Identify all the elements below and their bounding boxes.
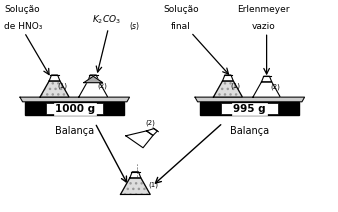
Text: Solução: Solução xyxy=(163,5,199,14)
Polygon shape xyxy=(20,97,129,102)
Bar xyxy=(25,102,124,116)
Text: 1000 g: 1000 g xyxy=(55,104,95,114)
Polygon shape xyxy=(49,75,60,81)
Polygon shape xyxy=(213,81,242,97)
Polygon shape xyxy=(262,76,272,82)
Polygon shape xyxy=(79,81,108,97)
Text: Balança: Balança xyxy=(230,126,269,136)
Text: Balança: Balança xyxy=(55,126,94,136)
Text: vazio: vazio xyxy=(251,22,275,31)
Bar xyxy=(200,102,299,116)
Text: final: final xyxy=(171,22,191,31)
Text: Solução: Solução xyxy=(4,5,40,14)
Text: $K_2CO_3$: $K_2CO_3$ xyxy=(92,13,121,26)
Text: (2): (2) xyxy=(270,84,280,90)
FancyBboxPatch shape xyxy=(46,103,103,114)
Polygon shape xyxy=(146,129,158,135)
Polygon shape xyxy=(88,75,99,81)
Polygon shape xyxy=(195,97,305,102)
Polygon shape xyxy=(222,75,233,81)
Text: de HNO₃: de HNO₃ xyxy=(4,22,43,31)
Polygon shape xyxy=(130,172,141,178)
Text: (1): (1) xyxy=(57,83,67,89)
Text: (2): (2) xyxy=(97,83,107,89)
Polygon shape xyxy=(84,76,103,83)
Text: $(s)$: $(s)$ xyxy=(128,20,140,32)
Text: (2): (2) xyxy=(145,120,155,126)
Polygon shape xyxy=(253,82,280,97)
Text: 1000 g: 1000 g xyxy=(55,104,95,114)
Text: 995 g: 995 g xyxy=(234,104,266,114)
Polygon shape xyxy=(126,131,153,148)
Polygon shape xyxy=(120,178,150,194)
FancyBboxPatch shape xyxy=(221,103,279,114)
Polygon shape xyxy=(40,81,69,97)
Text: (1): (1) xyxy=(149,182,159,188)
Text: (1): (1) xyxy=(231,83,241,89)
Text: Erlenmeyer: Erlenmeyer xyxy=(237,5,290,14)
Text: 995 g: 995 g xyxy=(234,104,266,114)
